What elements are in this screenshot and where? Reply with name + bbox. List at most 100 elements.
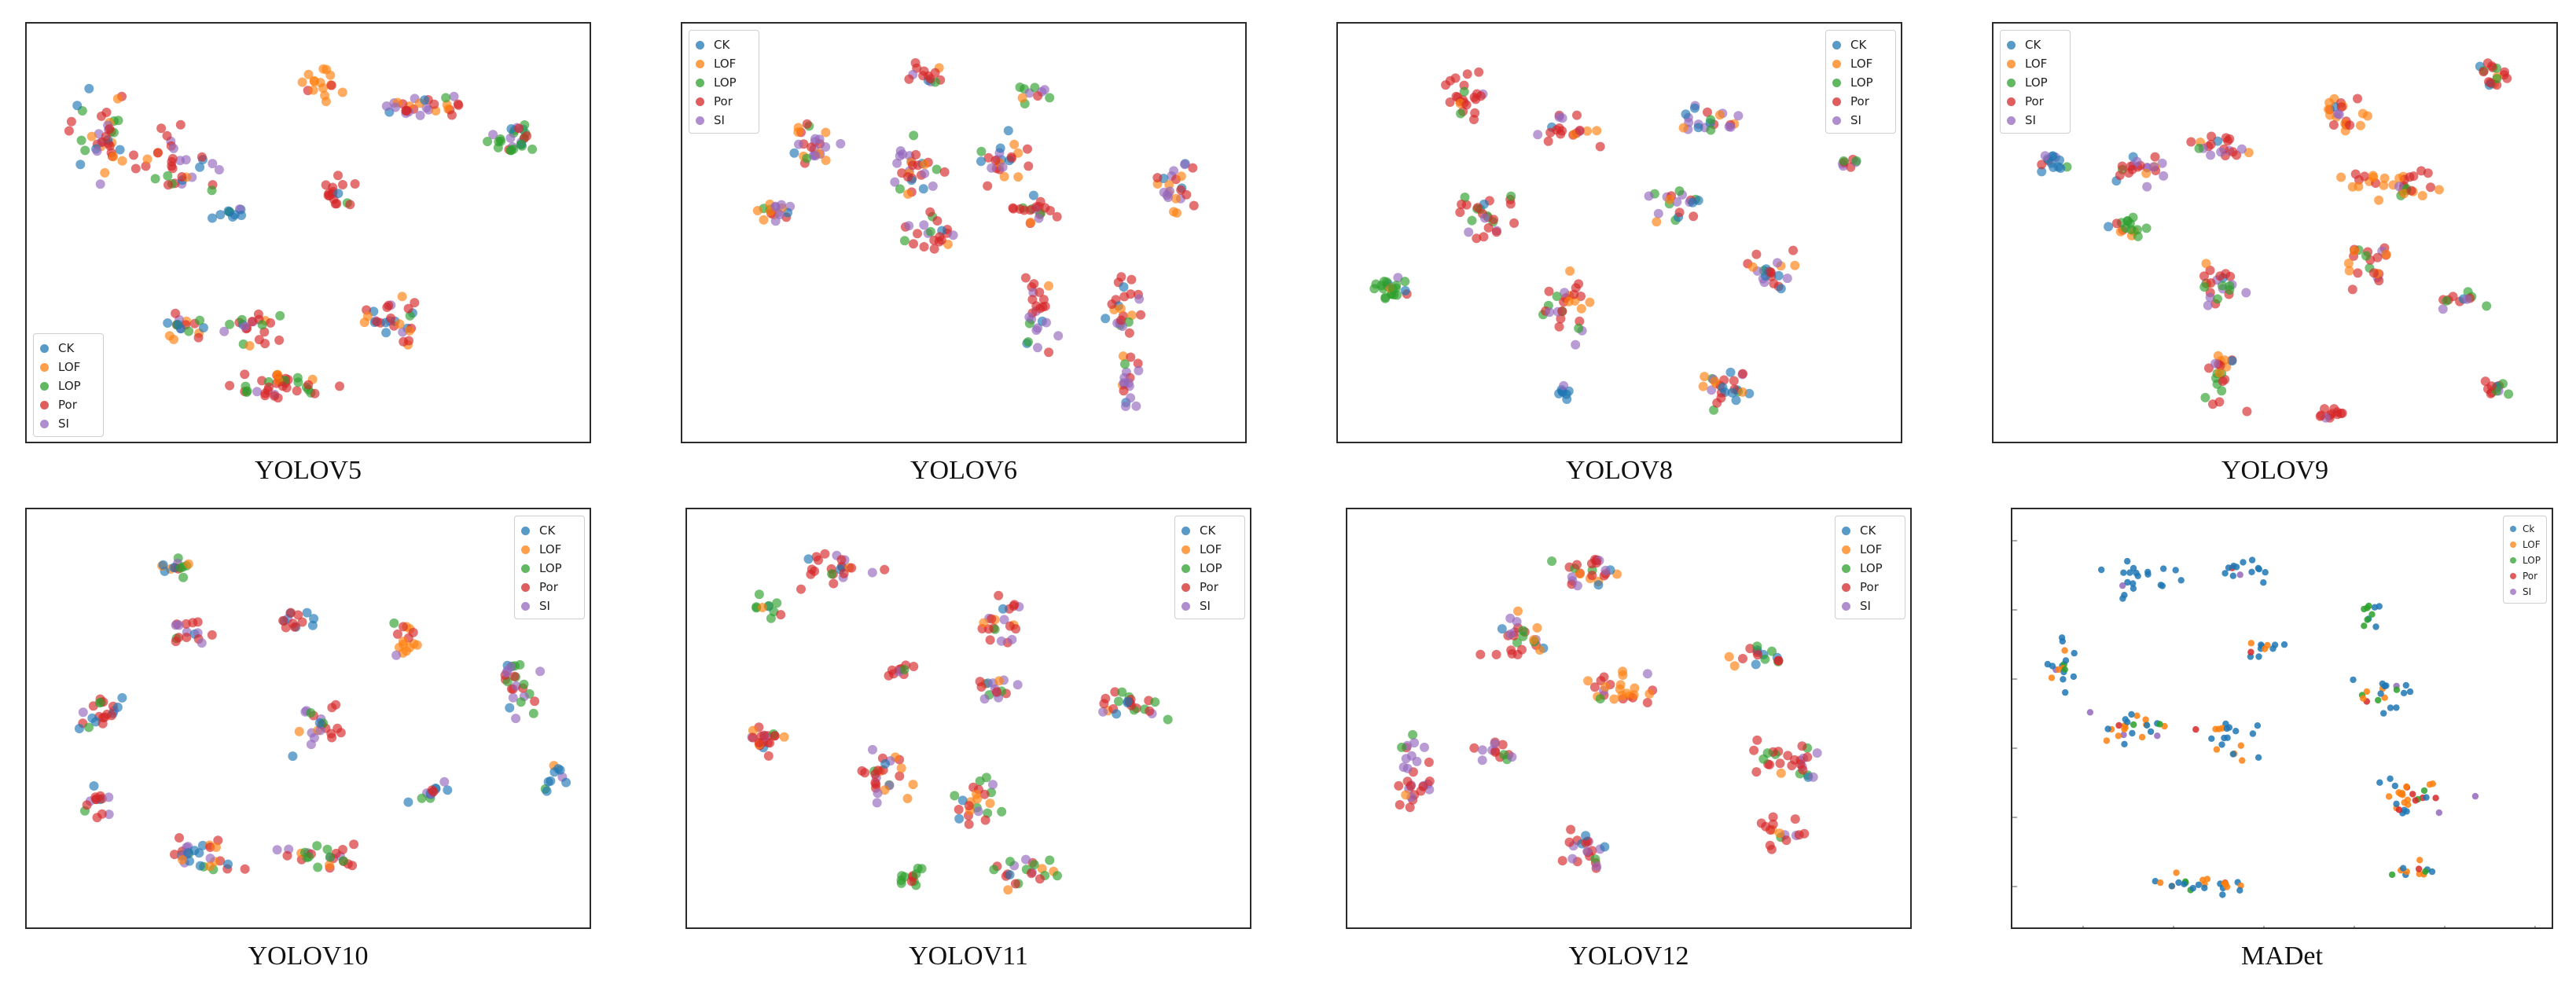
point-si xyxy=(2205,292,2215,303)
scatter-plot: CK LOF LOP Por SI xyxy=(681,22,1247,443)
point-si xyxy=(814,134,825,145)
point-ck xyxy=(2124,578,2131,586)
point-ck xyxy=(803,554,814,564)
point-lof xyxy=(2368,171,2378,181)
point-por xyxy=(990,156,1001,166)
point-ck xyxy=(2254,564,2262,572)
point-por xyxy=(903,172,913,182)
legend-label: LOP xyxy=(2025,75,2048,90)
point-ck xyxy=(84,83,94,94)
legend-entry: Por xyxy=(1842,578,1897,597)
point-ck xyxy=(2399,865,2407,872)
legend-label: CK xyxy=(1850,38,1867,52)
legend-entry: Ck xyxy=(2510,521,2538,537)
point-lop xyxy=(950,791,960,801)
point-por xyxy=(170,850,179,860)
scatter-svg xyxy=(64,64,538,403)
point-si xyxy=(508,692,518,703)
point-por xyxy=(754,737,764,747)
point-si xyxy=(95,179,105,189)
legend-label: CK xyxy=(714,38,730,52)
point-lof xyxy=(2385,793,2393,800)
point-lof xyxy=(142,154,153,164)
legend-entry: LOP xyxy=(2007,73,2062,92)
point-si xyxy=(1134,365,1144,376)
point-ck xyxy=(2232,564,2240,571)
point-si xyxy=(2334,109,2344,119)
point-lop xyxy=(2375,696,2382,704)
point-ck xyxy=(89,781,99,791)
point-por xyxy=(980,815,990,825)
point-lof xyxy=(2138,733,2146,741)
point-lof xyxy=(2055,666,2063,674)
point-lop xyxy=(1674,186,1685,196)
legend-label: SI xyxy=(1850,113,1861,127)
point-si xyxy=(511,714,521,724)
point-lop xyxy=(754,589,764,600)
point-si xyxy=(1464,227,1474,237)
point-ck xyxy=(195,162,205,172)
point-lop xyxy=(2156,721,2163,728)
point-lof xyxy=(2401,799,2408,806)
point-lop xyxy=(2364,616,2371,623)
point-por xyxy=(1040,301,1050,311)
point-por xyxy=(770,731,780,741)
point-lop xyxy=(2194,143,2204,153)
point-por xyxy=(2502,73,2512,83)
point-ck xyxy=(2218,741,2225,748)
legend-marker xyxy=(696,116,704,125)
point-lof xyxy=(324,860,334,870)
point-ck xyxy=(2280,641,2288,648)
point-ck xyxy=(2168,883,2175,890)
point-si xyxy=(391,102,400,112)
point-por xyxy=(2115,721,2122,729)
point-lof xyxy=(303,69,314,79)
point-por xyxy=(1575,316,1585,326)
point-lop xyxy=(1053,871,1062,881)
panel-yolov9: CK LOF LOP Por SI YOLOV9 xyxy=(1992,22,2558,498)
point-si xyxy=(1021,854,1031,865)
point-por xyxy=(919,66,929,76)
point-lof xyxy=(903,189,913,199)
point-por xyxy=(1031,202,1042,212)
point-lof xyxy=(2222,881,2229,888)
point-por xyxy=(1689,211,1699,222)
point-lop xyxy=(1030,83,1040,93)
point-lop xyxy=(494,137,504,147)
point-lof xyxy=(2336,172,2346,182)
point-lof xyxy=(1776,768,1786,778)
point-si xyxy=(1031,325,1042,336)
point-por xyxy=(2353,268,2363,278)
point-por xyxy=(847,563,857,573)
point-por xyxy=(1010,879,1020,889)
point-ck xyxy=(2152,878,2159,885)
point-por xyxy=(919,242,929,252)
point-ck xyxy=(2047,152,2057,161)
point-ck xyxy=(1718,383,1728,392)
legend: CK LOF LOP Por SI xyxy=(2000,30,2071,134)
point-por xyxy=(873,766,883,776)
point-lop xyxy=(1851,156,1861,166)
point-por xyxy=(2412,797,2419,804)
point-ck xyxy=(314,718,325,728)
point-si xyxy=(502,667,512,677)
point-por xyxy=(1773,655,1784,666)
point-por xyxy=(321,180,331,190)
point-si xyxy=(1126,393,1136,403)
point-si xyxy=(1567,854,1578,864)
legend-marker xyxy=(2007,78,2016,87)
point-ck xyxy=(1554,388,1564,398)
legend-entry: Por xyxy=(1181,578,1237,597)
point-ck xyxy=(2195,881,2203,888)
point-ck xyxy=(1101,314,1111,324)
point-por xyxy=(911,149,921,160)
point-por xyxy=(292,386,302,396)
point-por xyxy=(1455,207,1465,218)
legend-entry: CK xyxy=(1832,35,1887,54)
point-ck xyxy=(1400,285,1410,296)
point-por xyxy=(2247,648,2254,655)
point-por xyxy=(1497,740,1508,750)
legend-entry: CK xyxy=(521,521,576,540)
legend-label: SI xyxy=(2025,113,2036,127)
point-lop xyxy=(2126,225,2137,235)
